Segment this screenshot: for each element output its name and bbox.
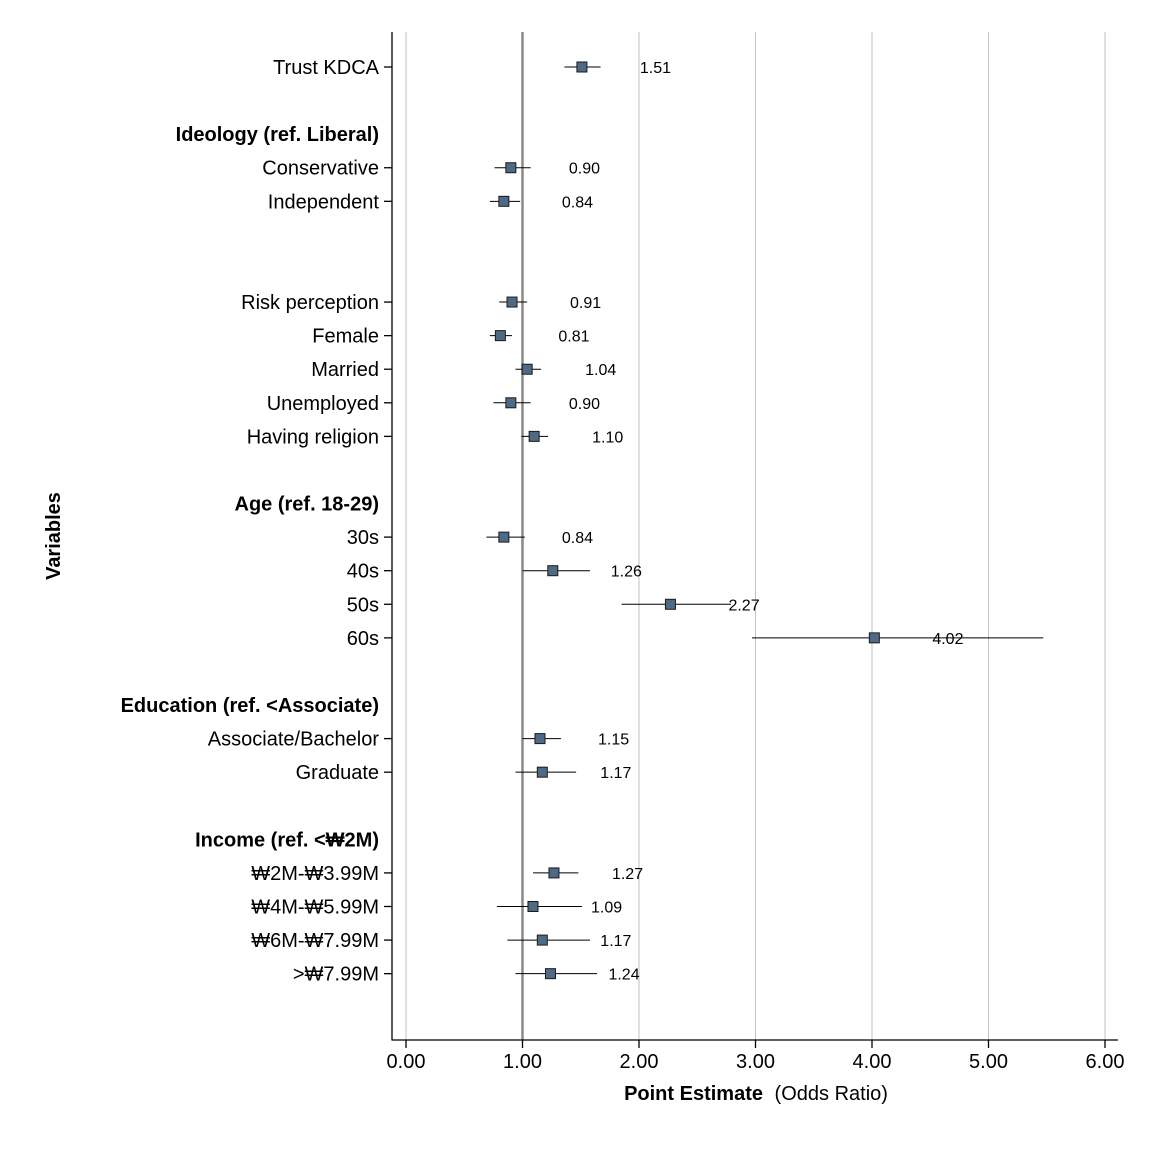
point-marker-9 bbox=[521, 363, 533, 375]
value-label-15: 1.26 bbox=[611, 564, 642, 581]
row-label-14: 30s bbox=[347, 527, 379, 549]
x-tick-label-0: 0.00 bbox=[387, 1051, 426, 1073]
row-label-4: Independent bbox=[268, 191, 380, 213]
point-marker-26 bbox=[536, 934, 548, 946]
group-label-2: Ideology (ref. Liberal) bbox=[176, 124, 379, 146]
row-label-3: Conservative bbox=[262, 158, 379, 180]
row-label-15: 40s bbox=[347, 561, 379, 583]
point-marker-8 bbox=[494, 330, 506, 342]
x-tick-label-3: 3.00 bbox=[736, 1051, 775, 1073]
point-marker-10 bbox=[505, 397, 517, 409]
point-marker-0 bbox=[576, 61, 588, 73]
point-marker-27 bbox=[544, 968, 556, 980]
value-label-9: 1.04 bbox=[585, 362, 616, 379]
row-label-7: Risk perception bbox=[241, 292, 379, 314]
group-label-13: Age (ref. 18-29) bbox=[235, 494, 380, 516]
row-label-25: ₩4M-₩5.99M bbox=[251, 897, 379, 919]
row-label-8: Female bbox=[312, 326, 379, 348]
point-marker-24 bbox=[548, 867, 560, 879]
group-label-19: Education (ref. <Associate) bbox=[121, 695, 379, 717]
value-label-24: 1.27 bbox=[612, 866, 643, 883]
group-label-23: Income (ref. <₩2M) bbox=[195, 829, 379, 851]
gridlines bbox=[405, 32, 1106, 1040]
point-marker-16 bbox=[664, 598, 676, 610]
y-axis-title: Variables bbox=[43, 492, 65, 580]
row-label-11: Having religion bbox=[247, 426, 379, 448]
point-marker-3 bbox=[505, 162, 517, 174]
value-label-8: 0.81 bbox=[558, 329, 589, 346]
row-label-17: 60s bbox=[347, 628, 379, 650]
value-label-16: 2.27 bbox=[728, 597, 759, 614]
point-marker-15 bbox=[547, 565, 559, 577]
row-label-0: Trust KDCA bbox=[273, 57, 380, 79]
value-label-7: 0.91 bbox=[570, 295, 601, 312]
point-marker-11 bbox=[528, 430, 540, 442]
row-label-20: Associate/Bachelor bbox=[208, 729, 380, 751]
row-label-9: Married bbox=[311, 359, 379, 381]
x-axis-title: Point Estimate (Odds Ratio) bbox=[624, 1083, 888, 1105]
point-marker-21 bbox=[536, 766, 548, 778]
value-label-0: 1.51 bbox=[640, 60, 671, 77]
point-marker-20 bbox=[534, 733, 546, 745]
point-marker-7 bbox=[506, 296, 518, 308]
value-label-3: 0.90 bbox=[569, 161, 600, 178]
point-marker-25 bbox=[527, 901, 539, 912]
value-label-20: 1.15 bbox=[598, 732, 629, 749]
x-tick-label-6: 6.00 bbox=[1086, 1051, 1125, 1073]
value-label-11: 1.10 bbox=[592, 429, 623, 446]
row-label-10: Unemployed bbox=[267, 393, 379, 415]
row-label-24: ₩2M-₩3.99M bbox=[251, 863, 379, 885]
row-label-27: >₩7.99M bbox=[293, 964, 379, 986]
x-tick-label-5: 5.00 bbox=[969, 1051, 1008, 1073]
x-tick-label-4: 4.00 bbox=[853, 1051, 892, 1073]
point-marker-14 bbox=[498, 531, 510, 543]
value-label-10: 0.90 bbox=[569, 396, 600, 413]
value-label-21: 1.17 bbox=[600, 765, 631, 782]
axes: 0.00 1.00 2.00 3.00 4.00 5.00 6.00 bbox=[387, 32, 1125, 1073]
value-label-4: 0.84 bbox=[562, 194, 593, 211]
x-axis-title-rest: (Odds Ratio) bbox=[775, 1083, 888, 1105]
x-tick-label-1: 1.00 bbox=[503, 1051, 542, 1073]
row-label-26: ₩6M-₩7.99M bbox=[251, 930, 379, 952]
value-label-26: 1.17 bbox=[600, 933, 631, 950]
value-label-17: 4.02 bbox=[932, 631, 963, 648]
point-marker-4 bbox=[498, 195, 510, 207]
value-label-27: 1.24 bbox=[608, 967, 639, 984]
x-axis-title-bold: Point Estimate bbox=[624, 1083, 763, 1105]
row-label-21: Graduate bbox=[296, 762, 379, 784]
point-marker-17 bbox=[868, 632, 880, 644]
value-label-25: 1.09 bbox=[591, 900, 622, 917]
x-tick-label-2: 2.00 bbox=[620, 1051, 659, 1073]
value-label-14: 0.84 bbox=[562, 530, 593, 547]
rows: Trust KDCA 1.51 Ideology (ref. Liberal) Con… bbox=[121, 57, 1044, 986]
row-label-16: 50s bbox=[347, 594, 379, 616]
